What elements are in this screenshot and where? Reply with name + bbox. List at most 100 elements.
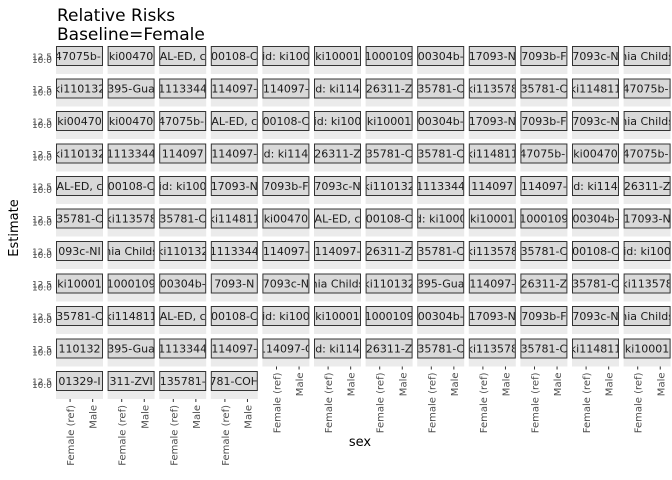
panel-background bbox=[159, 358, 207, 367]
panel-background bbox=[520, 228, 568, 237]
panel-background bbox=[623, 358, 671, 367]
x-tick-label: Female (ref) bbox=[273, 372, 284, 433]
panel-background bbox=[468, 326, 516, 334]
facet-strip-label: nia Childs bbox=[620, 50, 672, 63]
facet-panel: 26311-Z bbox=[365, 338, 413, 367]
facet-panel: 47075b-I bbox=[623, 143, 671, 172]
x-axis-title: sex bbox=[349, 435, 372, 450]
facet-panel: 114097- bbox=[468, 273, 516, 302]
x-tick-label: Female (ref) bbox=[376, 372, 387, 433]
facet-panel: ki10001 bbox=[468, 208, 516, 237]
facet-panel: ki113578 bbox=[105, 208, 156, 237]
facet-strip bbox=[314, 273, 361, 294]
panel-background bbox=[56, 358, 103, 367]
facet-strip-label: 1113344 bbox=[158, 83, 207, 96]
facet-panels: 12.5 10.0 47075b-I ki00470 AL-ED, c 00108-C id… bbox=[32, 46, 672, 466]
facet-strip bbox=[468, 241, 516, 261]
facet-panel: ki10001 bbox=[365, 111, 413, 139]
facet-strip-label: ki114811 bbox=[467, 148, 518, 161]
facet-panel: 17093-N bbox=[468, 306, 516, 334]
panel-background bbox=[468, 163, 516, 172]
facet-strip-label: 114097- bbox=[211, 343, 257, 356]
y-tick-label: 12.5 bbox=[32, 281, 52, 291]
facet-strip-label: 35781-C bbox=[417, 148, 464, 161]
facet-strip-label: 311-ZVI bbox=[109, 375, 152, 388]
facet-panel: 35781-C bbox=[417, 143, 465, 172]
panel-background bbox=[520, 131, 568, 139]
panel-background bbox=[572, 228, 619, 237]
panel-background bbox=[417, 163, 465, 172]
facet-panel: 00108-C bbox=[365, 208, 413, 237]
facet-strip bbox=[56, 111, 103, 131]
facet-panel: ki10001 bbox=[56, 273, 103, 302]
facet-panel: AL-ED, c bbox=[314, 208, 361, 237]
facet-strip-label: 114097- bbox=[315, 245, 361, 258]
x-tick-label: Female (ref) bbox=[324, 372, 335, 433]
facet-strip bbox=[314, 176, 361, 196]
panel-background bbox=[623, 66, 671, 74]
facet-strip bbox=[210, 46, 258, 66]
panel-background bbox=[572, 326, 619, 334]
facet-panel: ki113578 bbox=[467, 338, 518, 367]
facet-strip-label: ki110132 bbox=[54, 148, 105, 161]
facet-strip bbox=[417, 273, 465, 294]
facet-strip bbox=[314, 46, 361, 66]
y-tick-label: 10.0 bbox=[32, 89, 52, 99]
facet-panel: AL-ED, c bbox=[159, 306, 207, 334]
facet-strip-label: 00108-C bbox=[211, 50, 258, 63]
facet-panel: 395-Gua bbox=[417, 273, 465, 302]
facet-strip-label: ki114811 bbox=[105, 310, 156, 323]
facet-panel: 7093c-N bbox=[262, 273, 310, 302]
facet-panel: 1113344 bbox=[159, 338, 207, 367]
facet-strip bbox=[262, 143, 310, 164]
panel-background bbox=[314, 261, 361, 269]
facet-strip-label: 395-Gua bbox=[107, 343, 155, 356]
facet-strip-label: ki113578 bbox=[105, 213, 156, 226]
x-tick-label: Male bbox=[656, 373, 667, 397]
facet-strip bbox=[520, 338, 568, 359]
panel-background bbox=[520, 98, 568, 107]
facet-panel: 781-COH bbox=[210, 371, 258, 399]
facet-strip bbox=[210, 78, 258, 99]
facet-strip-label: id: ki100 bbox=[159, 180, 207, 193]
facet-strip-label: id: ki100 bbox=[262, 50, 310, 63]
facet-strip bbox=[572, 241, 619, 261]
panel-background bbox=[520, 196, 568, 204]
x-tick-label: Male bbox=[347, 373, 358, 397]
panel-background bbox=[159, 163, 207, 172]
panel-background bbox=[468, 196, 516, 204]
facet-strip bbox=[623, 143, 671, 164]
facet-strip-label: 47075b-I bbox=[55, 50, 104, 63]
facet-strip-label: 17093-N bbox=[469, 310, 516, 323]
facet-strip-label: 00108-C bbox=[366, 213, 413, 226]
facet-strip bbox=[56, 208, 103, 229]
facet-strip bbox=[417, 46, 465, 66]
facet-strip-label: 00108-C bbox=[572, 245, 619, 258]
facet-strip bbox=[107, 78, 155, 99]
x-tick-label: Female (ref) bbox=[427, 372, 438, 433]
facet-strip-label: 1000109 bbox=[519, 213, 568, 226]
panel-background bbox=[262, 358, 310, 367]
panel-background bbox=[314, 228, 361, 237]
panel-background bbox=[56, 163, 103, 172]
panel-background bbox=[56, 98, 103, 107]
facet-strip-label: 35781-C bbox=[417, 245, 464, 258]
y-tick-label: 10.0 bbox=[32, 219, 52, 229]
facet-strip bbox=[314, 143, 361, 164]
x-tick-label: Female (ref) bbox=[634, 372, 645, 433]
facet-strip bbox=[623, 46, 671, 66]
facet-strip-label: 114097 bbox=[471, 180, 513, 193]
facet-strip-label: nia Childs bbox=[311, 278, 365, 291]
y-axis-title: Estimate bbox=[7, 199, 22, 256]
facet-panel: 35781-C bbox=[417, 241, 465, 269]
facet-panel: 114097- bbox=[210, 338, 258, 367]
panel-background bbox=[623, 196, 671, 204]
facet-strip-label: 00108-C bbox=[263, 115, 310, 128]
facet-strip-label: ki00470 bbox=[573, 148, 617, 161]
facet-panel: 35781-C bbox=[520, 338, 568, 367]
panel-background bbox=[159, 228, 207, 237]
facet-strip bbox=[56, 241, 103, 261]
facet-strip-label: ki113578 bbox=[467, 343, 518, 356]
panel-background bbox=[468, 261, 516, 269]
panel-background bbox=[314, 163, 361, 172]
